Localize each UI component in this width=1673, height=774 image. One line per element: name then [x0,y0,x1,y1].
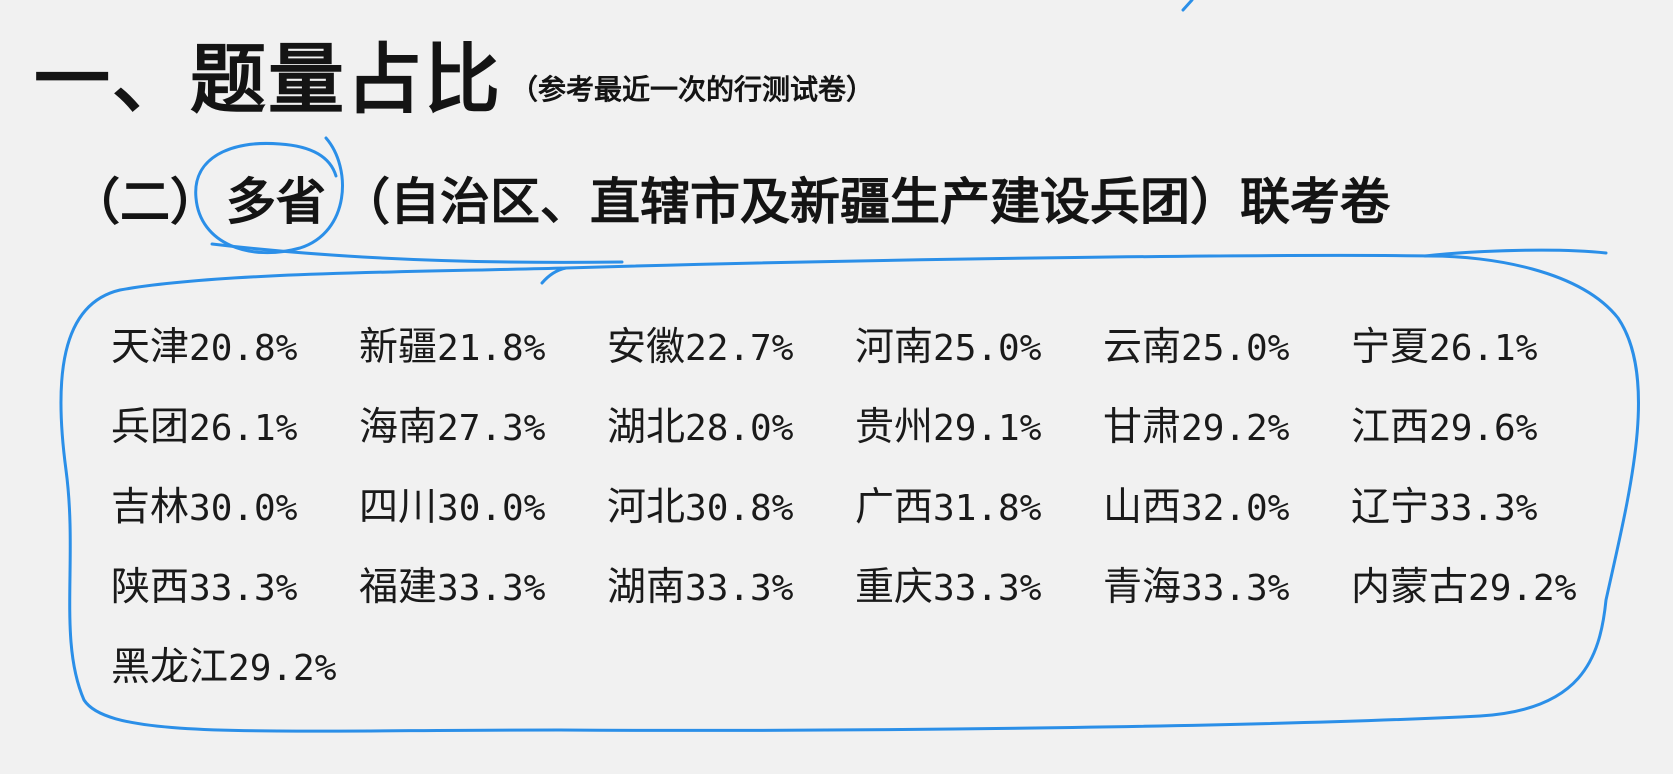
region-name: 内蒙古 [1351,565,1469,610]
ratio-value: 26.1% [189,408,298,449]
ratio-value: 21.8% [437,328,546,369]
ratio-value: 29.2% [1181,408,1290,449]
region-name: 安徽 [607,325,686,370]
ratio-value: 27.3% [437,408,546,449]
underline-annotation-left [210,242,624,285]
region-name: 湖北 [607,405,686,450]
region-name: 黑龙江 [111,645,229,690]
ratio-item: 山西32.0% [1103,476,1289,532]
ratio-item: 湖南33.3% [607,556,793,612]
ratio-item: 黑龙江29.2% [111,636,336,692]
ratio-item: 海南27.3% [359,396,545,452]
ratio-item: 广西31.8% [855,476,1041,532]
ratio-item: 湖北28.0% [607,396,793,452]
ratio-item: 甘肃29.2% [1103,396,1289,452]
ratio-value: 33.3% [437,568,546,609]
ratio-item: 河南25.0% [855,316,1041,372]
ratio-value: 33.3% [1429,488,1538,529]
region-name: 贵州 [855,405,934,450]
ratio-item: 天津20.8% [111,316,297,372]
ratio-value: 29.1% [933,408,1042,449]
region-name: 宁夏 [1351,325,1430,370]
region-name: 湖南 [607,565,686,610]
ratio-item: 宁夏26.1% [1351,316,1537,372]
ratio-value: 29.2% [228,648,337,689]
ratio-value: 33.3% [685,568,794,609]
ratio-item: 四川30.0% [359,476,545,532]
subtitle-suffix: 联考卷 [1240,173,1390,231]
region-name: 陕西 [111,565,190,610]
ratio-item: 河北30.8% [607,476,793,532]
ratio-item: 辽宁33.3% [1351,476,1537,532]
ratio-value: 33.3% [189,568,298,609]
ratio-item: 陕西33.3% [111,556,297,612]
ratio-item: 重庆33.3% [855,556,1041,612]
ratio-value: 25.0% [1181,328,1290,369]
heading-main: 一、题量占比 [34,35,502,124]
ratio-item: 安徽22.7% [607,316,793,372]
subtitle-circled-text: 多省 [226,173,326,231]
ratio-item: 云南25.0% [1103,316,1289,372]
ratio-item: 贵州29.1% [855,396,1041,452]
ratio-value: 33.3% [933,568,1042,609]
region-name: 河南 [855,325,934,370]
ratio-row: 陕西33.3% 福建33.3% 湖南33.3% 重庆33.3% 青海33.3% 内蒙古29… [111,556,1591,636]
region-name: 天津 [111,325,190,370]
page-title: 一、题量占比 （参考最近一次的行测试卷） [34,18,874,128]
region-name: 辽宁 [1351,485,1430,530]
region-name: 福建 [359,565,438,610]
ratio-value: 22.7% [685,328,794,369]
subtitle-middle: （自治区、直辖市及新疆生产建设兵团） [340,173,1240,231]
region-name: 江西 [1351,405,1430,450]
ratio-item: 兵团26.1% [111,396,297,452]
ratio-item: 福建33.3% [359,556,545,612]
ratio-value: 29.6% [1429,408,1538,449]
ratio-row: 黑龙江29.2% [111,636,1591,716]
heading-note: （参考最近一次的行测试卷） [510,73,875,107]
region-name: 新疆 [359,325,438,370]
ratio-item: 新疆21.8% [359,316,545,372]
ratio-value: 30.0% [437,488,546,529]
ratio-value: 33.3% [1181,568,1290,609]
ratio-value: 30.0% [189,488,298,529]
ratio-value: 26.1% [1429,328,1538,369]
region-name: 吉林 [111,485,190,530]
ratio-value: 31.8% [933,488,1042,529]
ratio-item: 内蒙古29.2% [1351,556,1576,612]
region-name: 山西 [1103,485,1182,530]
ratio-item: 江西29.6% [1351,396,1537,452]
ratio-value: 28.0% [685,408,794,449]
pen-stroke-top [1181,0,1194,12]
ratio-row: 天津20.8% 新疆21.8% 安徽22.7% 河南25.0% 云南25.0% 宁夏26.… [111,316,1591,396]
subtitle-prefix: （二） [70,173,220,231]
ratio-table: 天津20.8% 新疆21.8% 安徽22.7% 河南25.0% 云南25.0% 宁夏26.… [111,316,1591,716]
region-name: 四川 [359,485,438,530]
ratio-value: 20.8% [189,328,298,369]
ratio-value: 32.0% [1181,488,1290,529]
ratio-row: 兵团26.1% 海南27.3% 湖北28.0% 贵州29.1% 甘肃29.2% 江西29.… [111,396,1591,476]
region-name: 广西 [855,485,934,530]
underline-annotation-right [1423,248,1608,258]
ratio-value: 25.0% [933,328,1042,369]
ratio-row: 吉林30.0% 四川30.0% 河北30.8% 广西31.8% 山西32.0% 辽宁33.… [111,476,1591,556]
region-name: 河北 [607,485,686,530]
ratio-value: 30.8% [685,488,794,529]
region-name: 甘肃 [1103,405,1182,450]
region-name: 兵团 [111,405,190,450]
ratio-value: 29.2% [1468,568,1577,609]
region-name: 海南 [359,405,438,450]
ratio-item: 吉林30.0% [111,476,297,532]
ratio-item: 青海33.3% [1103,556,1289,612]
region-name: 青海 [1103,565,1182,610]
region-name: 云南 [1103,325,1182,370]
section-subtitle: （二） 多省 （自治区、直辖市及新疆生产建设兵团）联考卷 [70,162,1390,234]
region-name: 重庆 [855,565,934,610]
